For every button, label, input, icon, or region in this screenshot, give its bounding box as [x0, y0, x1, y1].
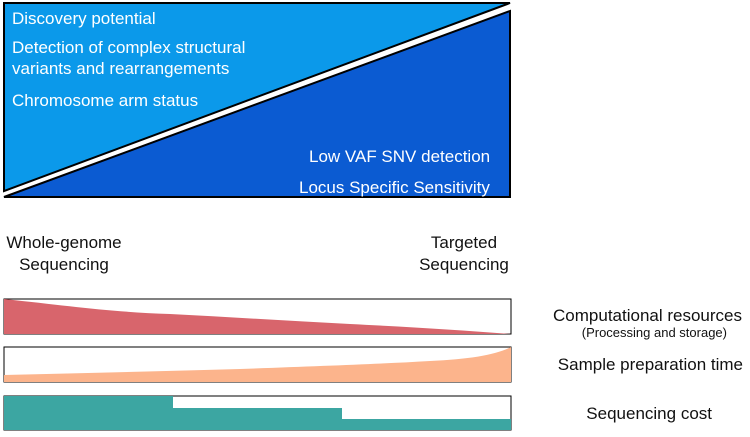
lower-triangle — [3, 9, 511, 198]
upper-label-4: Chromosome arm status — [12, 91, 199, 110]
lower-label-1: Low VAF SNV detection — [309, 147, 491, 166]
sample-preparation-time-fill — [4, 347, 511, 382]
targeted-sequencing-line-2: Sequencing — [419, 255, 509, 274]
lower-label-2: Locus Specific Sensitivity — [299, 178, 490, 197]
whole-genome-sequencing-line-1: Whole-genome — [6, 233, 122, 252]
computational-resources-fill — [4, 299, 511, 334]
upper-triangle — [3, 2, 511, 193]
targeted-sequencing-line-1: Targeted — [430, 233, 498, 252]
upper-label-3: variants and rearrangements — [12, 59, 230, 78]
sample-preparation-time-title: Sample preparation time — [557, 355, 743, 374]
targeted-sequencing-label: Targeted Sequencing — [406, 232, 522, 276]
whole-genome-sequencing-label: Whole-genome Sequencing — [0, 232, 128, 276]
computational-resources-title: Computational resources — [553, 306, 742, 325]
sequencing-cost-title: Sequencing cost — [586, 404, 712, 423]
sequencing-cost-fill — [4, 396, 511, 430]
whole-genome-sequencing-line-2: Sequencing — [19, 255, 109, 274]
computational-resources-subtitle: (Processing and storage) — [581, 325, 727, 340]
upper-label-1: Discovery potential — [12, 9, 156, 28]
upper-label-2: Detection of complex structural — [12, 38, 246, 57]
